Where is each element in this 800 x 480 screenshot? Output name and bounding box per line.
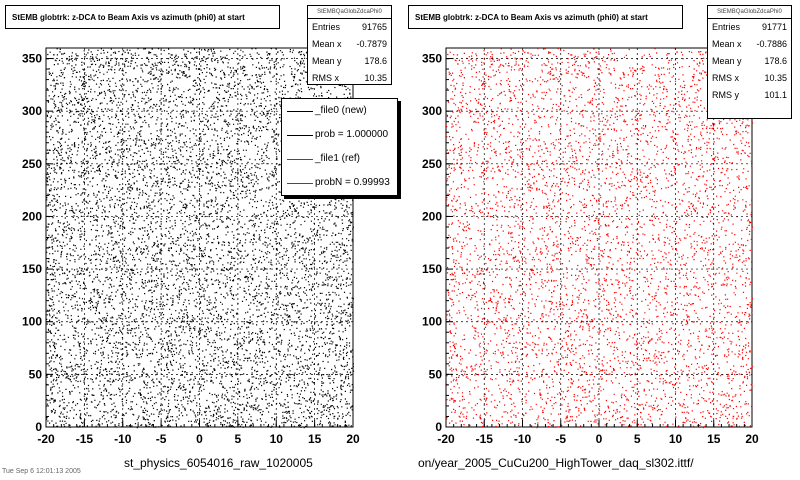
x-tick-label: -10 (514, 432, 532, 446)
legend-entry: _file1 (ref) (282, 147, 397, 171)
x-tick-label: 5 (634, 432, 641, 446)
stats-row: Mean x -0.7886 (712, 39, 787, 49)
x-tick-label: 20 (745, 432, 759, 446)
legend-line-swatch (287, 159, 313, 160)
y-tick-label: 200 (422, 209, 442, 223)
right-stats-name: StEMBQaGlobZdcaPhi0 (708, 6, 791, 19)
y-tick-label: 150 (422, 262, 442, 276)
x-tick-label: 10 (270, 432, 284, 446)
scatter-points (46, 48, 355, 429)
corner-timestamp: Tue Sep 6 12:01:13 2005 (2, 468, 81, 475)
stats-row: Entries 91765 (312, 22, 387, 32)
y-tick-label: 350 (422, 52, 442, 66)
y-tick-label: 50 (29, 367, 43, 381)
x-tick-label: 5 (235, 432, 242, 446)
y-tick-label: 350 (22, 52, 42, 66)
y-tick-label: 250 (22, 157, 42, 171)
legend-entry: probN = 0.99993 (282, 171, 397, 195)
x-tick-label: 0 (196, 432, 203, 446)
x-tick-label: -20 (37, 432, 55, 446)
x-tick-label: 15 (707, 432, 721, 446)
legend-entry: _file0 (new) (282, 99, 397, 123)
x-tick-label: -15 (76, 432, 94, 446)
right-footer-filename: on/year_2005_CuCu200_HighTower_daq_sl302… (418, 456, 694, 470)
left-stats-box: StEMBQaGlobZdcaPhi0 Entries 91765 Mean x-… (307, 5, 392, 85)
left-footer-filename: st_physics_6054016_raw_1020005 (124, 456, 313, 470)
stats-row: Entries 91771 (712, 22, 787, 32)
y-tick-label: 100 (22, 315, 42, 329)
legend-label: _file1 (ref) (315, 153, 361, 164)
right-title: StEMB globtrk: z-DCA to Beam Axis vs azi… (415, 13, 648, 22)
stats-row: Mean y 178.6 (712, 56, 787, 66)
legend-line-swatch (287, 111, 313, 112)
right-stats-box: StEMBQaGlobZdcaPhi0 Entries 91771 Mean x-… (707, 5, 792, 119)
legend-label: _file0 (new) (315, 105, 367, 116)
stats-row: RMS x 10.35 (312, 73, 387, 83)
y-tick-label: 200 (22, 209, 42, 223)
stats-row: RMS x 10.35 (712, 73, 787, 83)
legend-line-swatch (287, 135, 313, 136)
y-tick-label: 150 (22, 262, 42, 276)
stats-row: RMS y 101.1 (712, 90, 787, 100)
y-tick-label: 50 (429, 367, 443, 381)
x-tick-label: -20 (437, 432, 455, 446)
legend-label: probN = 0.99993 (315, 177, 390, 188)
y-tick-label: 0 (435, 420, 442, 434)
y-tick-label: 250 (422, 157, 442, 171)
x-tick-label: 10 (669, 432, 683, 446)
y-tick-label: 100 (422, 315, 442, 329)
left-title: StEMB globtrk: z-DCA to Beam Axis vs azi… (12, 13, 245, 22)
legend-entry: prob = 1.000000 (282, 123, 397, 147)
x-tick-label: -5 (555, 432, 566, 446)
stats-row: Mean y 178.6 (312, 56, 387, 66)
x-tick-label: 20 (346, 432, 360, 446)
scatter-points (446, 48, 754, 429)
legend-label: prob = 1.000000 (315, 129, 389, 140)
x-tick-label: -5 (156, 432, 167, 446)
right-title-box: StEMB globtrk: z-DCA to Beam Axis vs azi… (408, 5, 683, 29)
y-tick-label: 300 (422, 104, 442, 118)
y-tick-label: 0 (35, 420, 42, 434)
x-tick-label: 15 (308, 432, 322, 446)
left-title-box: StEMB globtrk: z-DCA to Beam Axis vs azi… (5, 5, 280, 29)
y-tick-label: 300 (22, 104, 42, 118)
stats-row: Mean x -0.7879 (312, 39, 387, 49)
scatter-density (46, 48, 355, 429)
scatter-density (446, 48, 754, 429)
x-tick-label: 0 (596, 432, 603, 446)
legend-line-swatch (287, 183, 313, 184)
x-tick-label: -15 (476, 432, 494, 446)
legend-box: _file0 (new) prob = 1.000000 _file1 (ref… (281, 98, 398, 196)
left-stats-name: StEMBQaGlobZdcaPhi0 (308, 6, 391, 19)
x-tick-label: -10 (114, 432, 132, 446)
